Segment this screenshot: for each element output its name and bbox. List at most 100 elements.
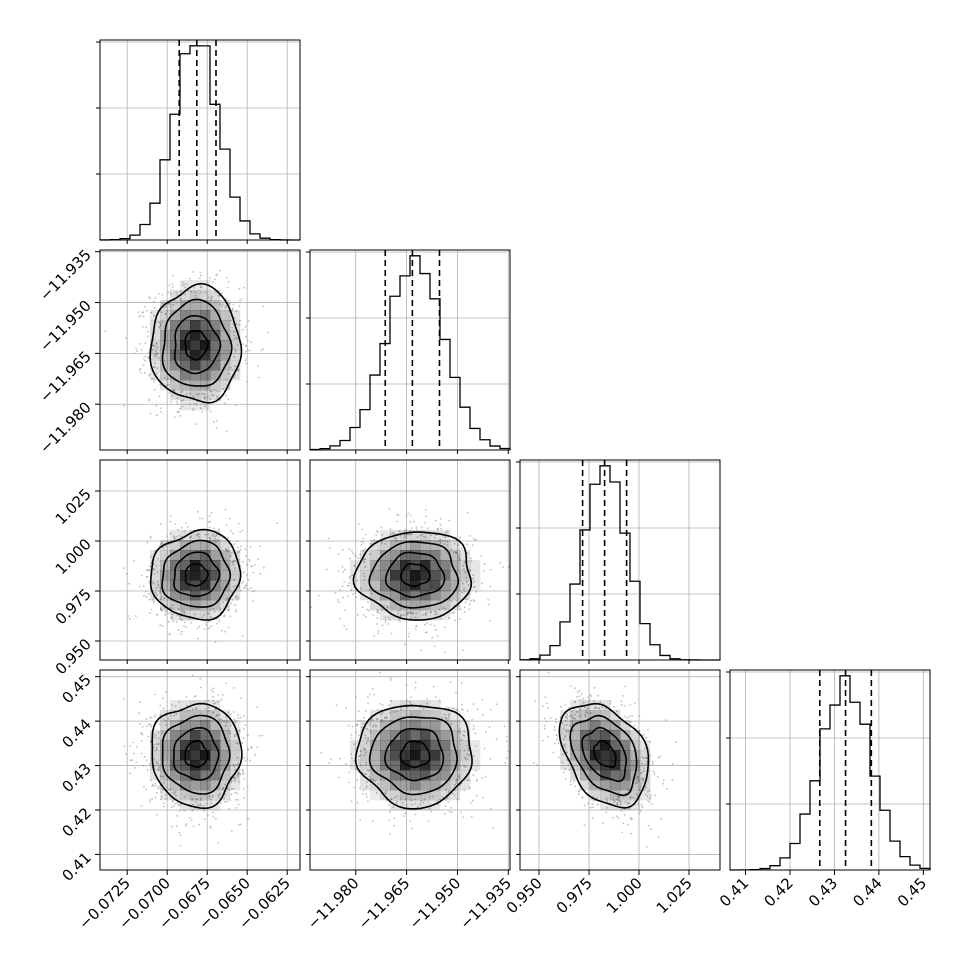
sample-point	[239, 823, 242, 826]
density-cell	[150, 570, 161, 581]
sample-point	[404, 812, 407, 815]
sample-point	[152, 758, 155, 761]
sample-point	[147, 735, 150, 738]
sample-point	[159, 407, 162, 410]
panel-frame	[309, 669, 511, 871]
sample-point	[228, 517, 231, 520]
sample-point	[628, 802, 631, 805]
sample-point	[146, 769, 149, 771]
sample-point	[224, 630, 227, 633]
sample-point	[369, 729, 372, 731]
xtick-label-1-1: −11.965	[355, 874, 414, 933]
sample-point	[198, 823, 201, 826]
sample-point	[389, 712, 392, 714]
sample-point	[374, 780, 376, 782]
sample-point	[365, 763, 367, 766]
density-cell	[160, 370, 171, 381]
sample-point	[367, 609, 370, 612]
ytick-label-2-2: 1.000	[52, 535, 95, 578]
sample-point	[123, 404, 125, 407]
density-cell	[370, 770, 381, 781]
density-cell	[610, 790, 621, 801]
sample-point	[208, 612, 210, 615]
sample-point	[168, 392, 171, 394]
sample-point	[159, 383, 162, 386]
density-cell	[200, 390, 211, 401]
sample-point	[364, 736, 367, 739]
density-cell	[450, 760, 461, 771]
sample-point	[565, 751, 568, 754]
sample-point	[152, 601, 155, 604]
density-cell	[440, 710, 451, 721]
sample-point	[364, 734, 367, 736]
sample-point	[205, 621, 208, 624]
sample-point	[239, 530, 242, 533]
sample-point	[159, 714, 162, 717]
sample-point	[388, 833, 391, 835]
sample-point	[123, 745, 126, 748]
panel-frame	[99, 249, 301, 451]
sample-point	[148, 723, 150, 726]
sample-point	[571, 720, 574, 723]
contour-3	[149, 282, 243, 404]
sample-point	[194, 291, 197, 294]
sample-point	[541, 705, 544, 708]
sample-point	[224, 394, 227, 397]
density-cell	[230, 770, 241, 781]
density-cell	[390, 760, 401, 771]
sample-point	[584, 706, 586, 709]
density-cell	[450, 540, 461, 551]
sample-point	[174, 802, 177, 805]
sample-point	[172, 799, 175, 802]
density-cell	[400, 790, 411, 801]
density-cell	[440, 790, 451, 801]
sample-point	[145, 595, 148, 598]
density-cell	[200, 370, 211, 381]
sample-point	[243, 788, 245, 790]
sample-point	[411, 827, 413, 830]
density-cell	[190, 330, 201, 341]
sample-point	[161, 542, 163, 545]
density-cell	[190, 530, 201, 541]
density-cell	[420, 540, 431, 551]
density-cell	[190, 590, 201, 601]
sample-point	[215, 426, 218, 429]
sample-point	[187, 709, 189, 712]
sample-point	[644, 793, 647, 796]
sample-point	[628, 715, 631, 718]
sample-point	[138, 712, 141, 715]
sample-point	[234, 584, 237, 587]
sample-point	[414, 687, 417, 689]
sample-point	[578, 708, 581, 710]
sample-point	[365, 785, 368, 788]
sample-point	[236, 552, 239, 554]
sample-point	[488, 726, 491, 729]
sample-point	[242, 737, 245, 740]
density-cell	[220, 750, 231, 761]
sample-point	[188, 403, 191, 406]
sample-point	[217, 694, 220, 696]
density-cell	[380, 790, 391, 801]
sample-point	[246, 757, 249, 760]
sample-point	[407, 512, 410, 515]
sample-point	[225, 599, 227, 601]
density-cell	[390, 550, 401, 561]
sample-point	[629, 704, 632, 706]
sample-point	[369, 731, 372, 734]
sample-point	[357, 523, 360, 525]
sample-point	[247, 817, 250, 820]
density-cell	[390, 790, 401, 801]
sample-point	[350, 800, 353, 802]
sample-point	[199, 271, 202, 274]
sample-point	[169, 788, 172, 791]
sample-point	[443, 543, 446, 545]
sample-point	[150, 716, 152, 719]
sample-point	[204, 291, 207, 294]
sample-point	[179, 844, 182, 847]
sample-point	[145, 326, 148, 329]
sample-point	[635, 792, 638, 795]
density-cell	[410, 610, 421, 621]
sample-point	[169, 303, 172, 306]
density-cell	[200, 550, 211, 561]
sample-point	[400, 708, 403, 711]
